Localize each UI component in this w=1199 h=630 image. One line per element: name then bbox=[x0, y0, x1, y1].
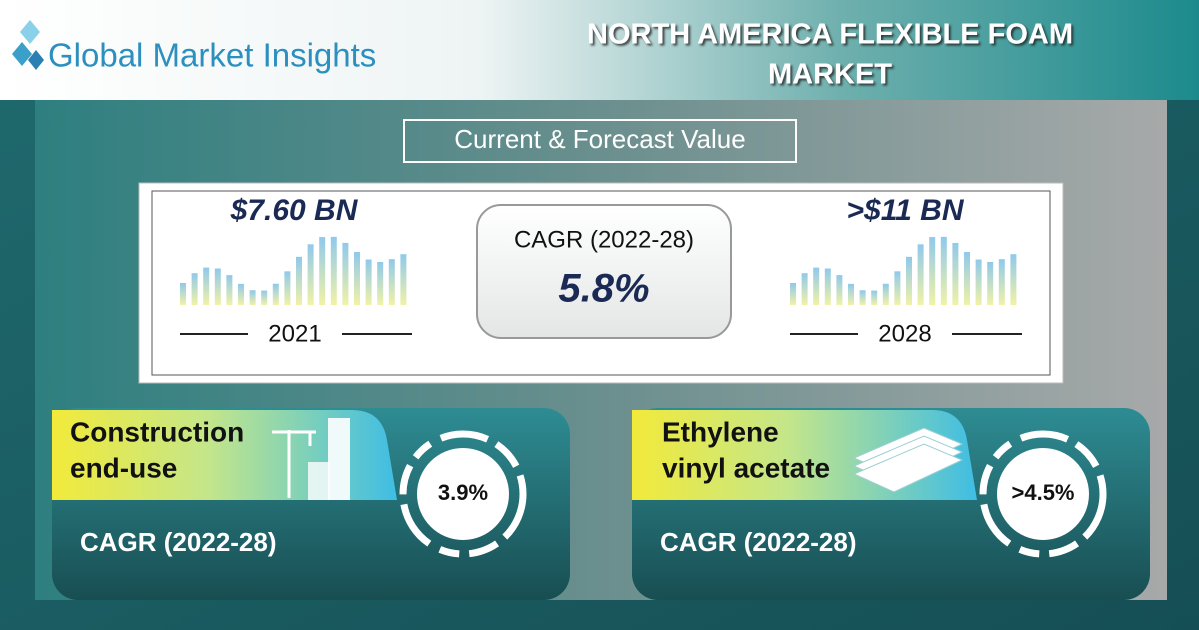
decor-bar bbox=[940, 236, 947, 305]
forecast-label: Current & Forecast Value bbox=[454, 124, 745, 154]
icon-crane bbox=[272, 430, 316, 498]
icon-sheet bbox=[852, 443, 964, 493]
segment-card: Ethylene vinyl acetate CAGR (2022-28) >4.5% bbox=[632, 408, 1150, 600]
badge bbox=[417, 448, 509, 540]
decor-bar bbox=[249, 290, 256, 305]
decor-bar bbox=[238, 283, 244, 305]
segments: Construction end-use CAGR (2022-28) 3.9% Eth… bbox=[52, 408, 1150, 600]
decor-bar bbox=[987, 261, 994, 305]
decor-bar bbox=[859, 290, 866, 305]
decor-bar bbox=[226, 275, 233, 305]
segment-cagr-label: CAGR (2022-28) bbox=[80, 527, 277, 557]
start-year: 2021 bbox=[268, 320, 321, 347]
decor-bar bbox=[400, 254, 407, 305]
decor-bar bbox=[180, 283, 186, 305]
decor-bar bbox=[836, 275, 843, 305]
decor-bar bbox=[388, 259, 395, 305]
decor-bar bbox=[894, 271, 901, 305]
segment-label: end-use bbox=[70, 452, 177, 483]
icon-building bbox=[308, 462, 330, 500]
decor-bar bbox=[813, 267, 820, 305]
decor-bar bbox=[848, 283, 854, 305]
decor-bar bbox=[307, 244, 314, 305]
icon-building bbox=[328, 418, 350, 500]
decor-bar bbox=[824, 268, 831, 305]
decor-bar bbox=[790, 283, 796, 305]
decor-bar bbox=[214, 268, 221, 305]
decor-bars bbox=[180, 236, 1017, 305]
segment-cagr-label: CAGR (2022-28) bbox=[660, 527, 857, 557]
decor-bar bbox=[871, 290, 878, 305]
decor-bar bbox=[342, 242, 349, 305]
segment-label: Construction bbox=[70, 416, 244, 447]
decor-bar bbox=[354, 252, 360, 305]
decor-bar bbox=[203, 267, 210, 305]
panel-border bbox=[151, 190, 1051, 376]
decor-bar bbox=[272, 283, 279, 305]
end-year: 2028 bbox=[878, 320, 931, 347]
segment-card: Construction end-use CAGR (2022-28) 3.9% bbox=[52, 408, 570, 600]
badge bbox=[997, 448, 1089, 540]
decor-bar bbox=[296, 256, 302, 305]
decor-bar bbox=[377, 261, 384, 305]
decor-bar bbox=[330, 236, 337, 305]
decor-bar bbox=[929, 237, 936, 305]
ring bbox=[979, 430, 1107, 558]
segment-cagr-value: >4.5% bbox=[1012, 480, 1075, 505]
segment-cagr-value: 3.9% bbox=[438, 480, 488, 505]
decor-bar bbox=[952, 242, 959, 305]
segment-label: Ethylene bbox=[662, 416, 779, 447]
cagr-label: CAGR (2022-28) bbox=[514, 226, 694, 253]
segment-label: vinyl acetate bbox=[662, 452, 830, 483]
decor-bar bbox=[917, 244, 924, 305]
decor-bar bbox=[319, 237, 326, 305]
title: MARKET bbox=[768, 59, 892, 91]
brand: Global Market Insights bbox=[48, 37, 376, 74]
decor-bar bbox=[191, 273, 198, 305]
label-box bbox=[403, 119, 797, 163]
cagr-value: 5.8% bbox=[558, 267, 649, 311]
title: NORTH AMERICA FLEXIBLE FOAM bbox=[587, 19, 1073, 51]
decor-bar bbox=[1010, 254, 1017, 305]
start-value: $7.60 BN bbox=[230, 194, 359, 227]
ring bbox=[399, 430, 527, 558]
end-value: >$11 BN bbox=[846, 194, 964, 227]
decor-bar bbox=[801, 273, 808, 305]
decor-bar bbox=[964, 252, 970, 305]
decor-bar bbox=[906, 256, 912, 305]
decor-bar bbox=[261, 290, 268, 305]
decor-bar bbox=[882, 283, 889, 305]
decor-bar bbox=[975, 259, 982, 305]
decor-bar bbox=[998, 259, 1005, 305]
decor-bar bbox=[365, 259, 372, 305]
logo bbox=[12, 20, 44, 70]
decor-bar bbox=[284, 271, 291, 305]
header-band bbox=[0, 0, 1199, 100]
cagr-box bbox=[476, 204, 732, 339]
